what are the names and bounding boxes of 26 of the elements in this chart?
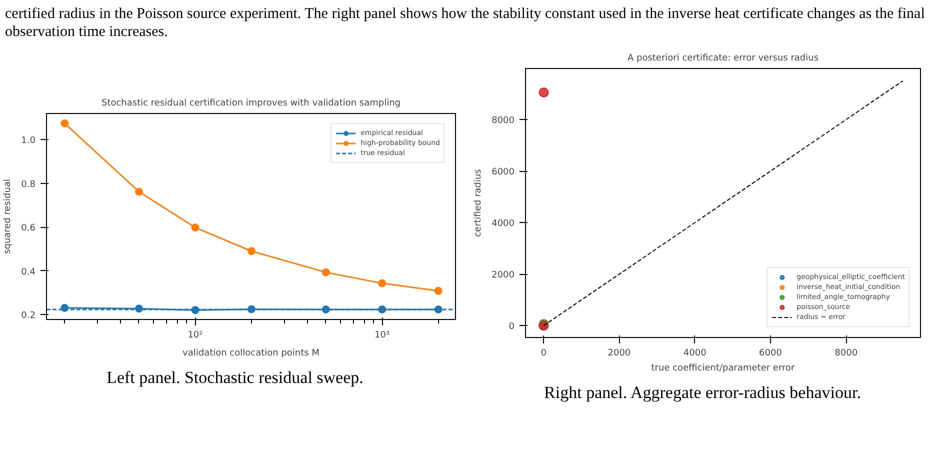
x-tick-label: 2000	[608, 348, 631, 358]
text: certified radius in the Poisson source experiment. The right panel shows how the stability constant used in the inverse heat certificate changes as the final observation time increases.	[5, 5, 926, 41]
x-tick-label: 8000	[834, 348, 858, 358]
y-tick-label: 6000	[492, 168, 515, 178]
y-tick-label: 0.6	[21, 224, 36, 234]
text: Right panel. Aggregate error-radius behaviour.	[544, 382, 861, 404]
y-tick-label: 4000	[492, 219, 515, 230]
x-tick-label: 6000	[759, 348, 782, 358]
x-axis-title: true coefficient/parameter error	[651, 364, 796, 374]
x-tick-label: 0	[540, 348, 547, 358]
y-tick-label: 0.8	[21, 180, 36, 190]
y-axis-title: certified radius	[474, 168, 484, 237]
text: Left panel. Stochastic residual sweep.	[106, 367, 364, 389]
y-axis-title: squared residual	[3, 179, 14, 254]
y-tick-label: 0.4	[21, 267, 36, 278]
x-tick-label: 4000	[683, 348, 707, 358]
y-tick-label: 8000	[492, 116, 515, 126]
y-tick-label: 2000	[492, 270, 515, 281]
chart-title: A posteriori certificate: error versus radius	[627, 54, 819, 64]
y-tick-label: 0	[508, 322, 515, 332]
y-tick-label: 0.2	[21, 310, 36, 321]
x-axis-title: validation collocation points M	[182, 348, 320, 358]
x-tick-label: 10²	[188, 330, 204, 340]
x-tick-label: 10³	[374, 330, 390, 340]
y-tick-label: 1.0	[21, 136, 36, 146]
chart-title: Stochastic residual certification improves with validation sampling	[101, 98, 401, 108]
